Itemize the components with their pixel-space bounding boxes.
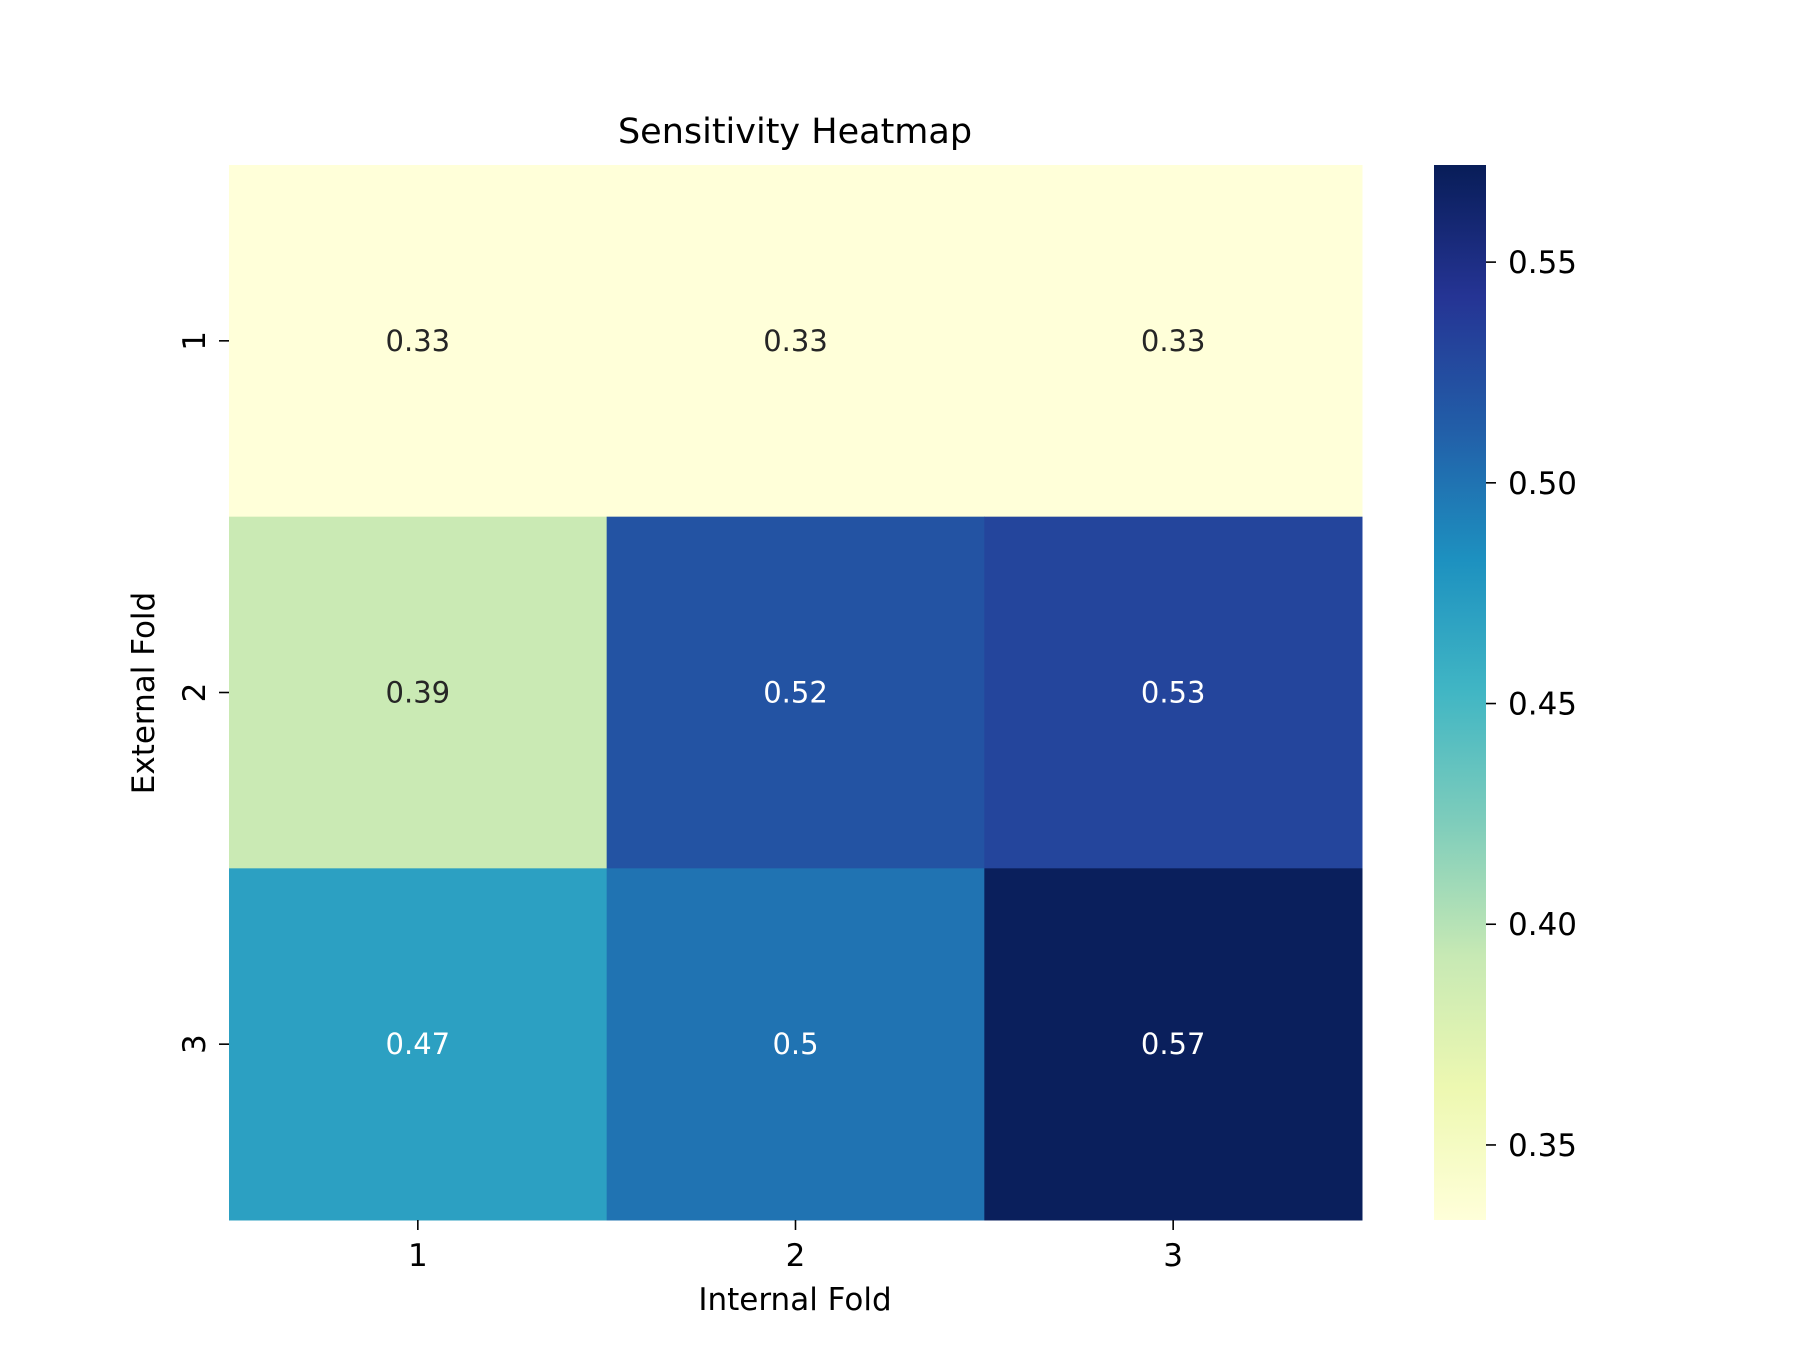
x-axis-ticks: 1 2 3: [408, 1220, 1183, 1274]
x-axis-label: Internal Fold: [698, 1282, 891, 1318]
x-tick-label: 2: [786, 1238, 806, 1274]
cell-value-label: 0.5: [772, 1027, 818, 1061]
x-tick-label: 3: [1163, 1238, 1183, 1274]
heatmap-cell: [229, 165, 608, 518]
cell-value-label: 0.52: [763, 676, 828, 710]
cell-value-label: 0.33: [1141, 324, 1206, 358]
heatmap-cell: [606, 868, 985, 1221]
colorbar-tick-label: 0.35: [1508, 1128, 1577, 1164]
y-tick-label: 2: [177, 683, 213, 703]
y-tick-label: 3: [177, 1034, 213, 1054]
cell-value-label: 0.33: [763, 324, 828, 358]
colorbar: [1434, 165, 1486, 1220]
heatmap-cell-labels: 0.33 0.33 0.33 0.39 0.52 0.53 0.47 0.5 0.57: [386, 324, 1206, 1061]
y-axis-ticks: 1 2 3: [177, 331, 229, 1054]
heatmap-cell: [984, 165, 1363, 518]
colorbar-tick-label: 0.45: [1508, 687, 1577, 723]
colorbar-ticks: 0.35 0.40 0.45 0.50 0.55: [1486, 245, 1577, 1164]
colorbar-tick-label: 0.50: [1508, 466, 1577, 502]
heatmap-cell: [606, 516, 985, 869]
chart-title: Sensitivity Heatmap: [618, 112, 972, 152]
y-axis-label: External Fold: [126, 592, 162, 794]
colorbar-tick-label: 0.55: [1508, 245, 1577, 281]
y-tick-label: 1: [177, 331, 213, 351]
heatmap-cell: [229, 516, 608, 869]
cell-value-label: 0.53: [1141, 676, 1206, 710]
cell-value-label: 0.39: [386, 676, 451, 710]
heatmap-cell: [606, 165, 985, 518]
cell-value-label: 0.57: [1141, 1027, 1206, 1061]
colorbar-tick-label: 0.40: [1508, 907, 1577, 943]
heatmap-cells: [229, 165, 1363, 1221]
x-tick-label: 1: [408, 1238, 428, 1274]
heatmap-cell: [984, 516, 1363, 869]
cell-value-label: 0.47: [386, 1027, 451, 1061]
heatmap-cell: [229, 868, 608, 1221]
cell-value-label: 0.33: [386, 324, 451, 358]
heatmap-cell: [984, 868, 1363, 1221]
